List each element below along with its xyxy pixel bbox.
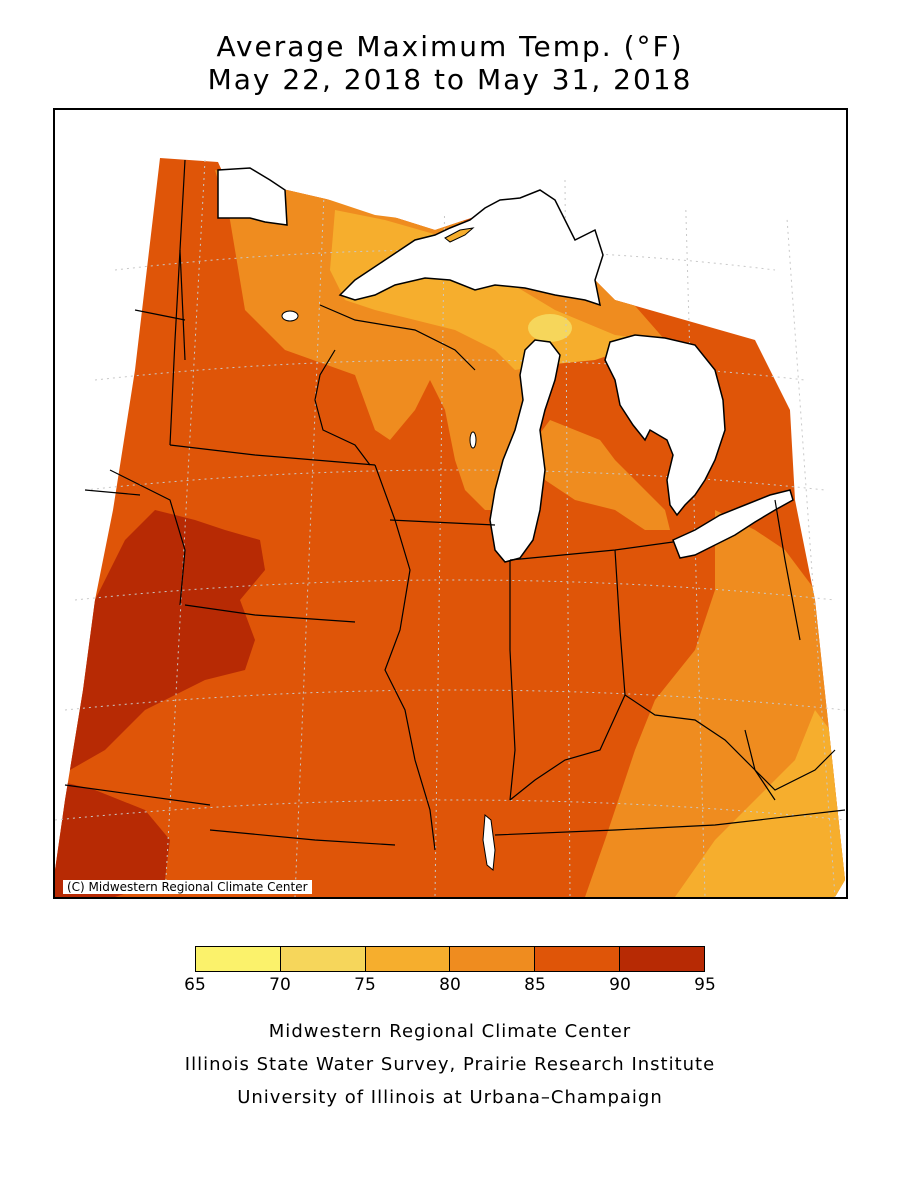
- credit-line-1: Midwestern Regional Climate Center: [268, 1021, 632, 1042]
- legend-swatch-65-70: [196, 947, 281, 971]
- legend-tick-65: 65: [184, 975, 206, 995]
- small-lakes: [281, 310, 496, 871]
- legend-swatch-85-90: [535, 947, 621, 971]
- legend-tick-90: 90: [609, 975, 631, 995]
- great-lakes: [217, 167, 794, 563]
- zone-75-80-southeast: [675, 710, 845, 897]
- zone-90-95-west: [70, 510, 265, 770]
- map-frame: (C) Midwestern Regional Climate Center: [53, 108, 848, 899]
- legend-tick-85: 85: [524, 975, 546, 995]
- map-title: Average Maximum Temp. (°F): [216, 30, 684, 63]
- zone-70-75-spot: [528, 314, 572, 342]
- credit-line-3: University of Illinois at Urbana–Champai…: [237, 1087, 663, 1108]
- legend-tick-70: 70: [269, 975, 291, 995]
- legend-tick-95: 95: [694, 975, 716, 995]
- legend-tick-80: 80: [439, 975, 461, 995]
- isle-royale: [444, 227, 475, 243]
- zone-80-85-michigan: [535, 420, 670, 530]
- graticule: [55, 159, 846, 897]
- canada-area: [55, 110, 846, 230]
- lake-erie: [672, 489, 794, 559]
- legend-tick-labels: 65 70 75 80 85 90 95: [184, 975, 716, 997]
- state-borders: [64, 159, 846, 851]
- legend-tick-75: 75: [354, 975, 376, 995]
- lake-superior: [338, 189, 604, 307]
- legend-swatch-80-85: [450, 947, 536, 971]
- legend-swatch-70-75: [280, 947, 366, 971]
- map-date-range: May 22, 2018 to May 31, 2018: [207, 63, 693, 96]
- copyright-label: (C) Midwestern Regional Climate Center: [63, 880, 312, 894]
- lake-michigan: [489, 339, 561, 563]
- color-legend: [195, 946, 705, 972]
- lake-huron: [604, 334, 726, 517]
- legend-swatch-75-80: [365, 947, 451, 971]
- temperature-map: [55, 110, 846, 897]
- legend-swatch-90-95: [620, 947, 704, 971]
- zone-90-95-southwest: [55, 780, 170, 897]
- credit-line-2: Illinois State Water Survey, Prairie Res…: [184, 1054, 716, 1075]
- lake-of-the-woods: [217, 167, 288, 226]
